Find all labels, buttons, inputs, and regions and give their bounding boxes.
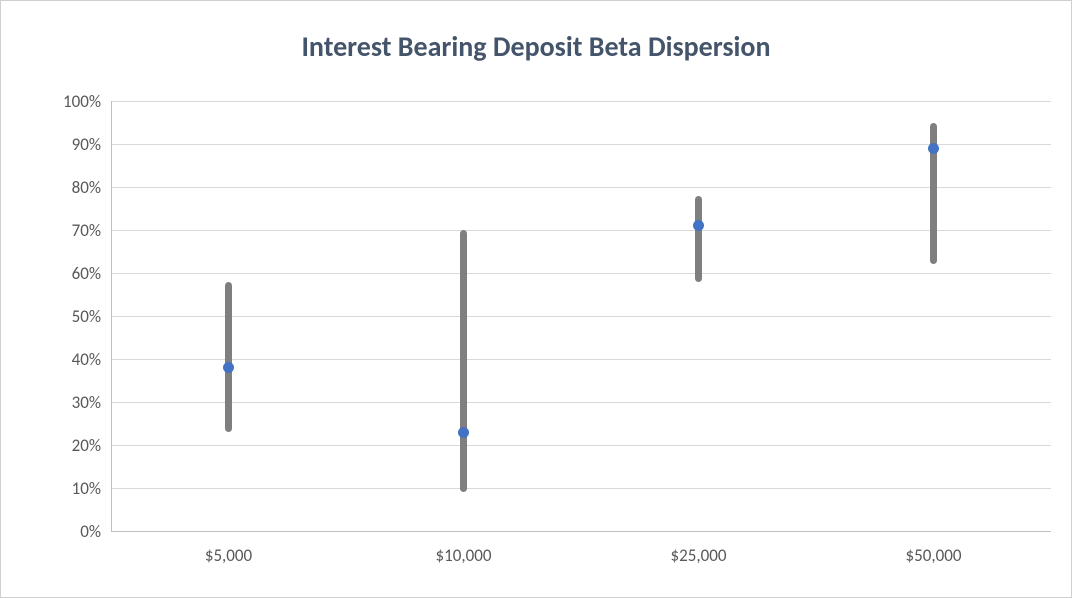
y-tick-label: 90%	[41, 134, 101, 155]
y-tick-label: 80%	[41, 177, 101, 198]
gridline	[111, 101, 1051, 102]
range-bar	[225, 282, 232, 433]
y-tick-label: 100%	[41, 91, 101, 112]
data-marker	[458, 427, 469, 438]
data-marker	[928, 143, 939, 154]
y-tick-label: 40%	[41, 349, 101, 370]
plot-area: 0%10%20%30%40%50%60%70%80%90%100%$5,000$…	[111, 101, 1051, 531]
y-axis-line	[111, 101, 112, 531]
x-tick-label: $5,000	[159, 545, 299, 566]
y-tick-label: 30%	[41, 392, 101, 413]
chart-container: Interest Bearing Deposit Beta Dispersion…	[0, 0, 1072, 598]
chart-title: Interest Bearing Deposit Beta Dispersion	[1, 29, 1071, 64]
x-tick-label: $50,000	[864, 545, 1004, 566]
range-bar	[695, 196, 702, 282]
gridline	[111, 402, 1051, 403]
x-axis-line	[111, 531, 1051, 532]
range-bar	[460, 230, 467, 492]
y-tick-label: 50%	[41, 306, 101, 327]
gridline	[111, 187, 1051, 188]
gridline	[111, 445, 1051, 446]
data-marker	[223, 362, 234, 373]
x-tick-label: $25,000	[629, 545, 769, 566]
gridline	[111, 359, 1051, 360]
y-tick-label: 70%	[41, 220, 101, 241]
gridline	[111, 273, 1051, 274]
gridline	[111, 230, 1051, 231]
y-tick-label: 20%	[41, 435, 101, 456]
gridline	[111, 144, 1051, 145]
y-tick-label: 60%	[41, 263, 101, 284]
y-tick-label: 10%	[41, 478, 101, 499]
y-tick-label: 0%	[41, 521, 101, 542]
gridline	[111, 488, 1051, 489]
x-tick-label: $10,000	[394, 545, 534, 566]
gridline	[111, 316, 1051, 317]
